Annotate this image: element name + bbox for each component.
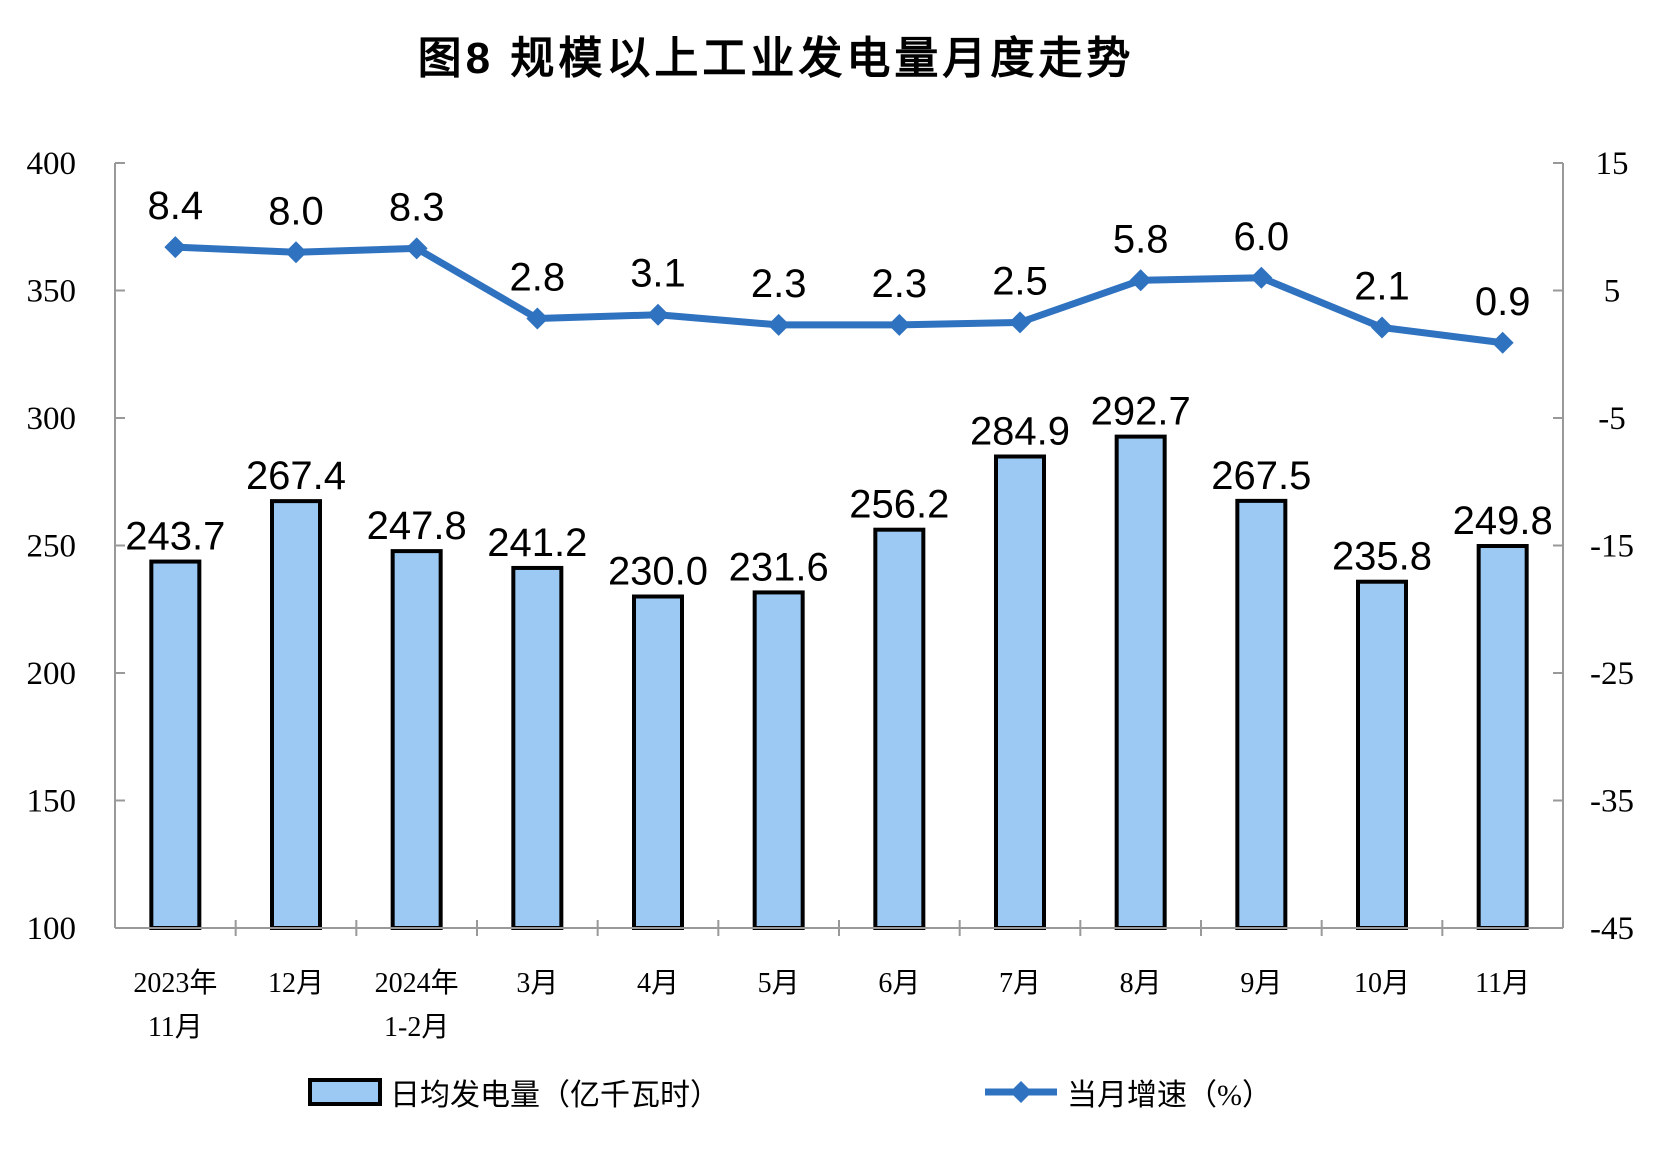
bar-3 <box>511 565 564 930</box>
bar-value-label-8: 292.7 <box>1091 390 1191 434</box>
line-marker-3 <box>526 307 549 330</box>
x-axis-label-3: 3月 <box>516 968 558 999</box>
line-value-label-9: 6.0 <box>1234 215 1290 259</box>
chart-title: 图8 规模以上工业发电量月度走势 <box>417 34 1135 83</box>
x-axis-label-5: 5月 <box>758 968 800 999</box>
left-axis-tick-label: 100 <box>27 911 77 947</box>
x-axis-label-2: 1-2月 <box>384 1012 449 1043</box>
line-value-label-6: 2.3 <box>872 262 928 306</box>
bar-1 <box>270 499 322 930</box>
right-axis-tick-label: -25 <box>1590 656 1634 692</box>
bar-8 <box>1114 434 1167 930</box>
line-value-label-1: 8.0 <box>268 189 324 233</box>
bar-value-label-4: 230.0 <box>608 550 708 594</box>
bar-value-label-2: 247.8 <box>367 504 467 548</box>
line-marker-4 <box>647 303 669 326</box>
bar-0 <box>149 559 202 930</box>
x-axis-label-8: 8月 <box>1120 968 1162 999</box>
x-axis-label-11: 11月 <box>1475 968 1530 999</box>
right-axis-tick-label: 15 <box>1596 146 1629 182</box>
left-axis-tick-label: 250 <box>27 529 77 565</box>
bar-value-label-11: 249.8 <box>1453 499 1553 543</box>
line-legend-swatch <box>985 1081 1057 1103</box>
right-axis-tick-label: -5 <box>1598 401 1626 437</box>
line-legend-label: 当月增速（%） <box>1067 1079 1272 1112</box>
bar-5 <box>752 590 805 930</box>
x-axis-label-6: 6月 <box>878 968 920 999</box>
line-value-label-0: 8.4 <box>148 184 204 228</box>
line-marker-1 <box>285 241 307 264</box>
bar-10 <box>1356 579 1408 931</box>
bar-value-label-6: 256.2 <box>849 483 949 527</box>
x-axis-label-0: 11月 <box>148 1012 203 1043</box>
x-axis-label-7: 7月 <box>999 968 1041 999</box>
line-value-label-10: 2.1 <box>1354 264 1410 308</box>
line-marker-8 <box>1129 269 1152 292</box>
bar-6 <box>873 527 926 930</box>
line-marker-11 <box>1491 331 1514 354</box>
bar-2 <box>390 549 443 930</box>
line-marker-2 <box>405 237 428 260</box>
line-value-label-11: 0.9 <box>1475 280 1531 324</box>
line-marker-0 <box>164 236 187 259</box>
line-marker-10 <box>1371 316 1393 339</box>
x-axis-label-10: 10月 <box>1354 968 1410 999</box>
left-axis-tick-label: 200 <box>27 656 77 692</box>
x-axis-label-2: 2024年 <box>375 967 459 999</box>
line-marker-6 <box>888 313 911 336</box>
x-axis-label-9: 9月 <box>1240 968 1282 999</box>
left-axis-tick-label: 350 <box>27 274 77 310</box>
x-axis-label-4: 4月 <box>637 968 679 999</box>
right-axis-tick-label: -35 <box>1590 784 1634 820</box>
line-value-label-7: 2.5 <box>992 259 1048 303</box>
bar-value-label-7: 284.9 <box>970 410 1070 454</box>
x-axis-label-1: 12月 <box>268 968 324 999</box>
legend-item-bars: 日均发电量（亿千瓦时） <box>308 1070 720 1114</box>
bar-value-label-0: 243.7 <box>125 515 225 559</box>
bar-11 <box>1476 544 1529 930</box>
line-value-label-5: 2.3 <box>751 262 807 306</box>
left-axis-tick-label: 400 <box>27 146 77 182</box>
bar-value-label-9: 267.5 <box>1211 454 1311 498</box>
line-value-label-8: 5.8 <box>1113 217 1169 261</box>
right-axis-tick-label: 5 <box>1604 274 1621 310</box>
x-axis-label-0: 2023年 <box>133 967 217 999</box>
bar-legend-swatch <box>308 1078 382 1106</box>
right-axis-tick-label: -45 <box>1590 911 1634 947</box>
line-legend-marker <box>1010 1081 1032 1103</box>
bar-value-label-10: 235.8 <box>1332 535 1432 579</box>
line-marker-7 <box>1009 311 1031 334</box>
line-value-label-3: 2.8 <box>510 256 566 300</box>
line-marker-9 <box>1250 266 1273 289</box>
left-axis-tick-label: 300 <box>27 401 77 437</box>
line-marker-5 <box>767 313 790 336</box>
bar-value-label-3: 241.2 <box>487 521 587 565</box>
bar-7 <box>994 454 1046 930</box>
line-value-label-4: 3.1 <box>630 252 686 296</box>
legend-item-line: 当月增速（%） <box>983 1070 1272 1114</box>
bar-value-label-5: 231.6 <box>729 545 829 589</box>
bar-4 <box>632 594 684 930</box>
bar-legend-label: 日均发电量（亿千瓦时） <box>390 1079 720 1112</box>
left-axis-tick-label: 150 <box>27 784 77 820</box>
growth-line <box>171 243 1507 347</box>
line-value-label-2: 8.3 <box>389 185 445 229</box>
right-axis-tick-label: -15 <box>1590 529 1634 565</box>
bar-value-label-1: 267.4 <box>246 454 346 498</box>
bar-9 <box>1235 498 1288 930</box>
